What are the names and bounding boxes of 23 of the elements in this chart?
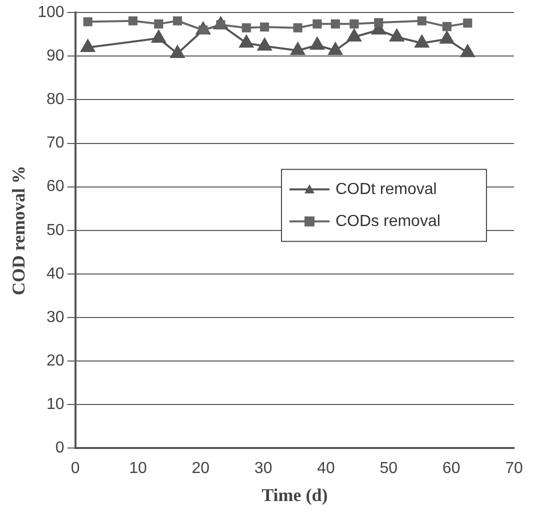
- x-tick-label: 30: [254, 460, 272, 478]
- y-axis-title: COD removal %: [8, 166, 28, 296]
- y-tick-label: 60: [46, 178, 64, 196]
- y-tick-label: 20: [46, 352, 64, 370]
- x-tick-label: 50: [380, 460, 398, 478]
- y-tick-label: 70: [46, 134, 64, 152]
- y-tick-label: 50: [46, 222, 64, 239]
- y-tick-label: 100: [38, 4, 64, 22]
- x-tick-label: 60: [442, 460, 460, 478]
- y-tick-label: 90: [46, 48, 64, 65]
- y-tick-label: 0: [55, 440, 64, 457]
- y-tick-label: 30: [46, 308, 64, 326]
- x-tick-label: 10: [129, 460, 147, 478]
- legend-label: CODt removal: [335, 180, 437, 198]
- x-tick-label: 70: [505, 460, 523, 478]
- y-tick-label: 80: [46, 91, 64, 108]
- x-tick-label: 0: [70, 460, 80, 478]
- x-tick-label: 20: [192, 460, 210, 478]
- x-tick-label: 40: [317, 460, 335, 478]
- x-axis-title: Time (d): [262, 484, 328, 505]
- legend-label: CODs removal: [335, 212, 440, 230]
- y-tick-label: 10: [46, 396, 64, 414]
- y-tick-label: 40: [46, 265, 64, 282]
